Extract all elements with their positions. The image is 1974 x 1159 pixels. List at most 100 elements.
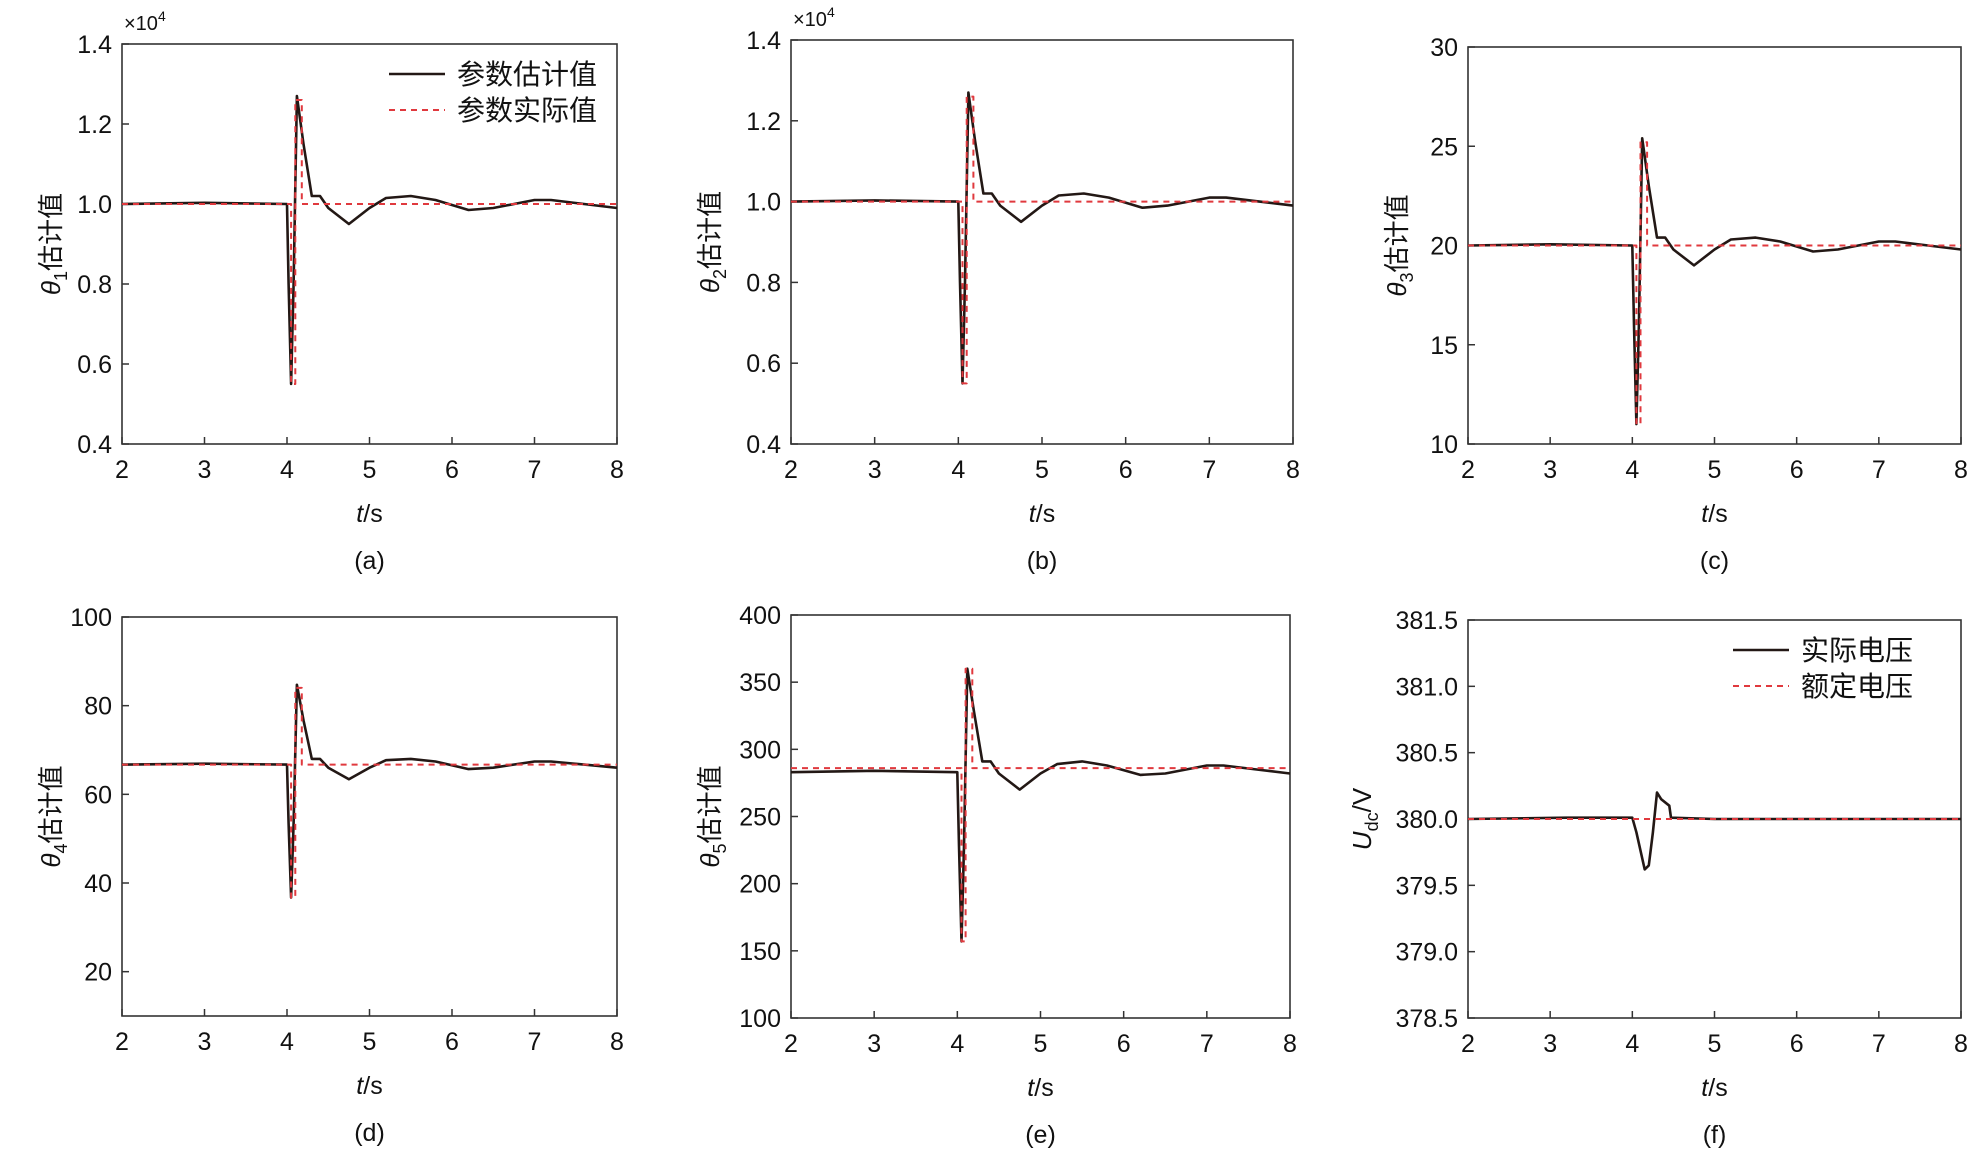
y-tick-label: 10 [1430, 431, 1458, 459]
actual-value-line [791, 95, 1293, 385]
panel-label: (c) [1700, 547, 1729, 575]
x-tick-label: 6 [1790, 456, 1804, 484]
y-tick-label: 0.8 [746, 269, 781, 297]
x-tick-label: 6 [445, 1028, 459, 1056]
x-tick-label: 2 [1461, 1030, 1475, 1058]
y-tick-label: 0.8 [77, 271, 112, 299]
x-tick-label: 5 [363, 1028, 377, 1056]
x-label-symbol: t [356, 500, 364, 528]
estimated-value-line [790, 667, 1291, 943]
y-tick-label: 1.2 [77, 111, 112, 139]
y-tick-label: 1.2 [746, 108, 781, 136]
legend-label: 参数实际值 [457, 95, 597, 126]
x-tick-label: 7 [528, 1028, 542, 1056]
x-tick-label: 5 [1034, 1030, 1048, 1058]
multiplier-base: ×10 [124, 13, 158, 35]
y-tick-label: 1.4 [746, 27, 781, 55]
multiplier-exponent: 4 [827, 4, 835, 20]
x-tick-label: 7 [1202, 456, 1216, 484]
y-tick-label: 60 [84, 781, 112, 809]
y-tick-label: 20 [1430, 233, 1458, 261]
y-label-text: 估计值 [695, 765, 725, 843]
y-tick-label: 300 [739, 736, 781, 764]
x-tick-label: 4 [280, 1028, 294, 1056]
x-label-unit: /s [1708, 500, 1727, 528]
x-tick-label: 4 [280, 456, 294, 484]
y-axis-label: θ3估计值 [1382, 194, 1417, 296]
y-tick-label: 379.0 [1395, 939, 1458, 967]
x-tick-label: 4 [1625, 456, 1639, 484]
plot-frame [790, 614, 1291, 1019]
y-tick-label: 378.5 [1395, 1005, 1458, 1033]
x-tick-label: 5 [1708, 456, 1722, 484]
x-tick-label: 8 [1286, 456, 1300, 484]
x-tick-label: 3 [198, 456, 212, 484]
x-tick-label: 4 [950, 1030, 964, 1058]
x-tick-label: 6 [1790, 1030, 1804, 1058]
x-label-symbol: t [1027, 1074, 1035, 1102]
y-tick-label: 30 [1430, 34, 1458, 62]
y-axis-label: θ2估计值 [695, 191, 730, 293]
x-tick-label: 3 [1543, 1030, 1557, 1058]
y-tick-label: 40 [84, 870, 112, 898]
x-label-symbol: t [1701, 1074, 1709, 1102]
y-tick-label: 350 [739, 669, 781, 697]
x-label-unit: /s [1036, 500, 1055, 528]
x-label-unit: /s [363, 500, 382, 528]
x-axis-label: t/s [356, 1072, 382, 1100]
y-tick-label: 1.0 [77, 191, 112, 219]
estimated-value-line [1467, 137, 1962, 426]
y-tick-label: 20 [84, 959, 112, 987]
y-tick-label: 100 [70, 604, 112, 632]
panel-label: (b) [1027, 547, 1058, 575]
x-tick-label: 8 [1954, 1030, 1968, 1058]
y-tick-label: 379.5 [1395, 872, 1458, 900]
legend-label: 实际电压 [1801, 635, 1913, 666]
y-tick-label: 25 [1430, 133, 1458, 161]
y-tick-label: 0.6 [77, 351, 112, 379]
y-tick-label: 1.0 [746, 189, 781, 217]
x-tick-label: 8 [1954, 456, 1968, 484]
x-tick-label: 6 [445, 456, 459, 484]
estimated-value-line [1467, 791, 1961, 871]
x-axis-label: t/s [1701, 500, 1727, 528]
actual-value-line [122, 99, 617, 385]
x-label-symbol: t [1701, 500, 1709, 528]
y-label-symbol: θ [36, 853, 66, 867]
x-axis-label: t/s [1029, 500, 1055, 528]
y-label-symbol: θ [695, 279, 725, 293]
actual-value-line [1468, 141, 1961, 426]
y-tick-label: 200 [739, 871, 781, 899]
plot-frame [121, 616, 618, 1017]
plot-frame [790, 39, 1294, 445]
y-label-symbol: θ [695, 853, 725, 867]
x-tick-label: 4 [1625, 1030, 1639, 1058]
y-axis-label: θ5估计值 [695, 765, 730, 867]
actual-value-line [122, 686, 617, 899]
x-tick-label: 6 [1119, 456, 1133, 484]
y-tick-label: 381.0 [1395, 673, 1458, 701]
y-label-subscript: 5 [710, 843, 730, 853]
y-tick-label: 0.4 [77, 431, 112, 459]
x-tick-label: 6 [1117, 1030, 1131, 1058]
x-tick-label: 3 [868, 456, 882, 484]
y-tick-label: 400 [739, 602, 781, 630]
panel-label: (a) [354, 547, 385, 575]
panel-label: (f) [1703, 1121, 1727, 1149]
y-tick-label: 100 [739, 1005, 781, 1033]
x-label-unit: /s [363, 1072, 382, 1100]
y-tick-label: 150 [739, 938, 781, 966]
y-label-text: 估计值 [36, 193, 66, 271]
y-tick-label: 0.6 [746, 350, 781, 378]
legend-label: 额定电压 [1801, 671, 1913, 702]
y-tick-label: 250 [739, 804, 781, 832]
y-tick-label: 15 [1430, 332, 1458, 360]
x-tick-label: 8 [610, 456, 624, 484]
y-tick-label: 380.5 [1395, 740, 1458, 768]
actual-value-line [791, 667, 1290, 943]
x-tick-label: 8 [1283, 1030, 1297, 1058]
